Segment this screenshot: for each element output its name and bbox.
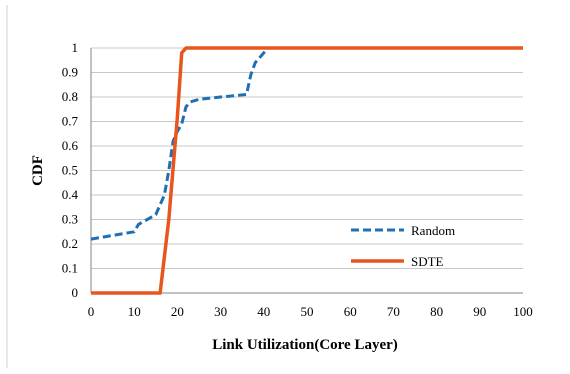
y-axis-title: CDF — [30, 155, 46, 186]
gridlines — [91, 47, 523, 269]
tick-labels: 00.10.20.30.40.50.60.70.80.910 10 20 30 40 50… — [62, 40, 533, 319]
y-tick-label-5: 0.5 — [62, 163, 78, 178]
legend-label-sdte: SDTE — [411, 254, 444, 269]
series-line-random — [90, 46, 523, 241]
y-tick-label-7: 0.7 — [62, 114, 79, 129]
x-tick-label-4: 40 — [257, 304, 270, 319]
legend-label-random: Random — [411, 223, 455, 238]
x-tick-label-2: 20 — [171, 304, 184, 319]
x-tick-label-3: 30 — [214, 304, 227, 319]
x-tick-label-1: 10 — [128, 304, 141, 319]
y-tick-label-1: 0.1 — [62, 261, 78, 276]
x-tick-label-8: 80 — [430, 304, 443, 319]
x-tick-label-10: 100 — [513, 304, 533, 319]
series-line-sdte — [91, 46, 523, 295]
legend: Random SDTE — [351, 223, 455, 269]
x-tick-label-9: 90 — [473, 304, 486, 319]
y-tick-label-4: 0.4 — [62, 187, 79, 202]
y-tick-label-9: 0.9 — [62, 65, 78, 80]
y-tick-label-0: 0 — [72, 285, 79, 300]
y-tick-label-6: 0.6 — [62, 138, 79, 153]
y-tick-label-2: 0.2 — [62, 236, 78, 251]
y-tick-label-10: 1 — [72, 40, 79, 55]
x-tick-label-6: 60 — [344, 304, 357, 319]
x-tick-label-5: 50 — [301, 304, 314, 319]
x-tick-label-0: 0 — [88, 304, 95, 319]
y-tick-label-3: 0.3 — [62, 212, 78, 227]
x-tick-label-7: 70 — [387, 304, 400, 319]
series-lines — [90, 46, 523, 295]
y-tick-label-8: 0.8 — [62, 89, 78, 104]
axes — [90, 48, 523, 294]
x-axis-title: Link Utilization(Core Layer) — [212, 337, 398, 353]
